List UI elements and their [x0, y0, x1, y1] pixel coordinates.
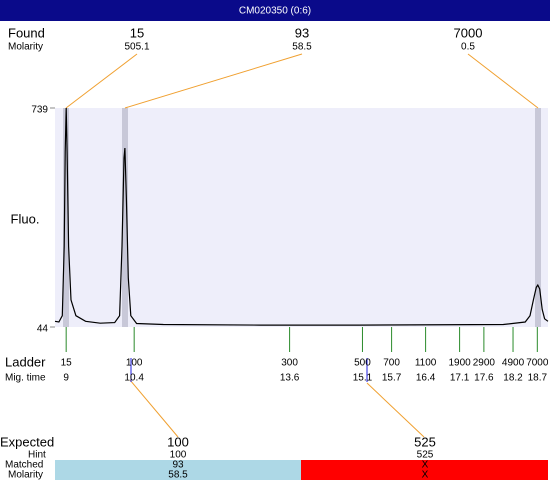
ladder-size: 300	[281, 358, 298, 369]
matched-molarity: X	[422, 470, 429, 480]
found-size: 93	[295, 25, 309, 40]
matched-size: 93	[172, 460, 184, 471]
y-axis-label: Fluo.	[11, 211, 40, 226]
ladder-time: 16.4	[416, 373, 436, 384]
mig-time-label: Mig. time	[5, 373, 46, 384]
matched-bar	[55, 460, 301, 480]
found-molarity: 0.5	[461, 42, 475, 53]
matched-molarity: 58.5	[168, 470, 188, 480]
peak-band	[63, 108, 69, 327]
ladder-label: Ladder	[5, 354, 46, 369]
ladder-size: 1100	[415, 358, 437, 369]
title-bar	[0, 0, 550, 21]
ladder-time: 17.6	[474, 373, 494, 384]
ladder-time: 18.2	[503, 373, 523, 384]
found-molarity: 505.1	[124, 42, 149, 53]
expected-size: 100	[167, 434, 189, 449]
ladder-size: 15	[61, 358, 73, 369]
ladder-time: 10.4	[124, 373, 144, 384]
connector	[366, 382, 425, 438]
ladder-size: 1900	[448, 358, 471, 369]
ladder-time: 9	[63, 373, 69, 384]
hint-size: 525	[417, 450, 434, 461]
y-tick-label: 739	[31, 105, 48, 116]
peak-band	[122, 108, 128, 327]
matched-label: Matched	[5, 460, 43, 471]
connector	[65, 53, 138, 109]
matched-size: X	[422, 460, 429, 471]
window-title: CM020350 (0:6)	[239, 6, 311, 17]
peak-band	[535, 108, 541, 327]
ladder-size: 100	[126, 358, 143, 369]
ladder-size: 500	[354, 358, 371, 369]
trace	[54, 107, 549, 326]
found-molarity: 58.5	[292, 42, 312, 53]
found-size: 7000	[454, 25, 483, 40]
found-label: Found	[8, 25, 45, 40]
ladder-size: 700	[383, 358, 400, 369]
ladder-time: 18.7	[528, 373, 548, 384]
plot-area	[55, 108, 548, 327]
ladder-size: 7000	[526, 358, 549, 369]
expected-size: 525	[414, 434, 436, 449]
ladder-time: 17.1	[450, 373, 470, 384]
unmatched-bar	[301, 460, 548, 480]
molarity-label: Molarity	[8, 42, 43, 53]
ladder-time: 15.7	[382, 373, 402, 384]
molarity-label: Molarity	[8, 470, 43, 480]
connector	[129, 379, 179, 438]
ladder-size: 2900	[473, 358, 496, 369]
ladder-size: 4900	[502, 358, 525, 369]
ladder-time: 15.1	[353, 373, 373, 384]
hint-label: Hint	[28, 450, 46, 461]
found-size: 15	[130, 25, 144, 40]
connector	[467, 53, 539, 109]
connector	[124, 53, 303, 109]
y-tick-label: 44	[37, 324, 49, 335]
hint-size: 100	[170, 450, 187, 461]
ladder-time: 13.6	[280, 373, 300, 384]
expected-label: Expected	[0, 434, 54, 449]
